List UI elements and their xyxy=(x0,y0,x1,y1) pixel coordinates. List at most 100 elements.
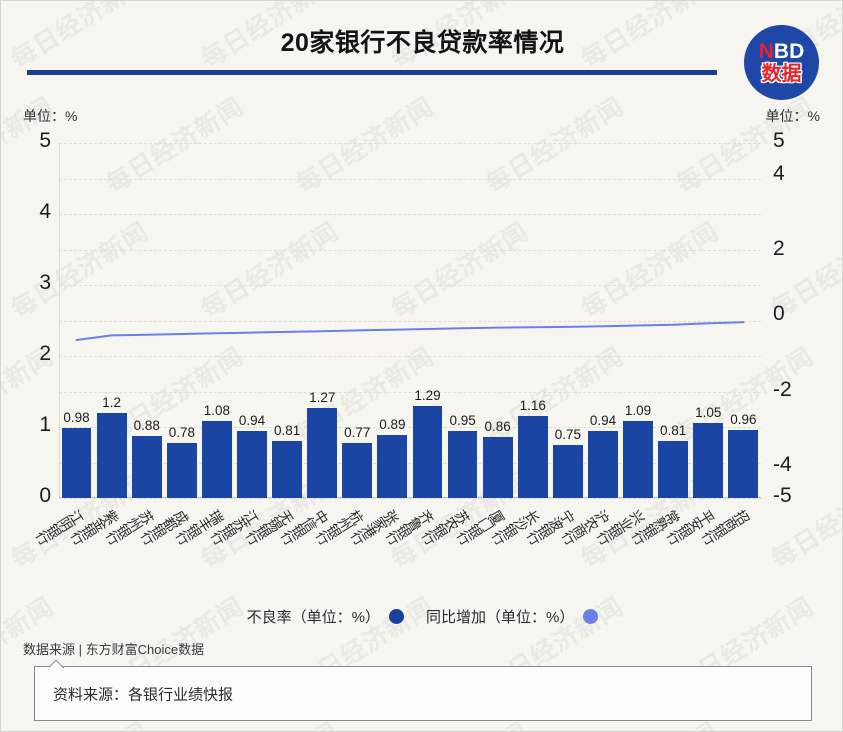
bar-column[interactable]: 0.81 xyxy=(656,143,691,498)
bar-column[interactable]: 0.78 xyxy=(164,143,199,498)
bar-value-label: 0.95 xyxy=(449,412,476,428)
y-axis-right: 5 4 2 0 -2 -4 -5 xyxy=(773,129,813,507)
bar-rect[interactable] xyxy=(377,434,408,498)
y-tick-left: 0 xyxy=(39,484,51,507)
data-source-text: 数据来源 | 东方财富Choice数据 xyxy=(23,642,205,657)
y-tick-right: 4 xyxy=(773,162,785,185)
bar-column[interactable]: 0.88 xyxy=(129,143,164,498)
legend-item-bar-series[interactable]: 不良率（单位：%） xyxy=(247,606,404,627)
bar-column[interactable]: 0.86 xyxy=(480,143,515,498)
bar-rect[interactable] xyxy=(166,442,197,498)
y-tick-right: -2 xyxy=(773,377,792,401)
bar-column[interactable]: 0.94 xyxy=(585,143,620,498)
bar-column[interactable]: 1.2 xyxy=(94,143,129,498)
gridline xyxy=(59,356,761,357)
bar-column[interactable]: 0.98 xyxy=(59,143,94,498)
gridlines xyxy=(59,143,761,499)
x-axis-tick: 成都银行 xyxy=(139,501,199,596)
bar-column[interactable]: 1.08 xyxy=(199,143,234,498)
gridline xyxy=(59,214,761,215)
gridline xyxy=(59,462,761,464)
y-axis-left: 5 4 3 2 1 0 xyxy=(11,129,51,507)
bar-rect[interactable] xyxy=(693,423,724,498)
bar-value-label: 0.88 xyxy=(133,417,160,433)
bar-rect[interactable] xyxy=(517,415,548,498)
plot-left-border xyxy=(59,143,60,498)
bar-value-label: 1.05 xyxy=(695,405,722,421)
bar-value-label: 0.86 xyxy=(484,418,511,434)
bar-series-group: 0.98 1.2 0.88 0.78 1.08 0.94 0.81 1.27 0.77 0.89 1… xyxy=(59,143,761,498)
gridline xyxy=(59,391,761,393)
y-tick-right: -5 xyxy=(773,484,792,507)
x-axis-tick: 苏州银行 xyxy=(104,501,164,596)
bar-value-label: 1.09 xyxy=(624,402,652,418)
bar-column[interactable]: 0.77 xyxy=(340,143,375,498)
bar-rect[interactable] xyxy=(658,440,689,498)
bar-column[interactable]: 0.95 xyxy=(445,143,480,498)
plot-baseline xyxy=(59,497,761,498)
bar-column[interactable]: 0.89 xyxy=(375,143,410,498)
legend-label: 同比增加（单位：%） xyxy=(426,609,575,626)
bar-rect[interactable] xyxy=(588,431,618,498)
bar-value-label: 0.94 xyxy=(238,413,266,429)
bar-rect[interactable] xyxy=(237,431,267,498)
bar-value-label: 0.94 xyxy=(589,413,617,429)
bar-column[interactable]: 1.27 xyxy=(305,143,340,498)
y-tick-left: 1 xyxy=(39,413,51,436)
bar-column[interactable]: 0.96 xyxy=(726,143,761,498)
legend-item-line-series[interactable]: 同比增加（单位：%） xyxy=(426,606,599,627)
bar-rect[interactable] xyxy=(307,407,338,498)
bar-value-label: 0.75 xyxy=(554,426,581,442)
plot-area: 0.98 1.2 0.88 0.78 1.08 0.94 0.81 1.27 0.77 0.89 1… xyxy=(59,143,761,499)
y-tick-left: 3 xyxy=(39,271,51,294)
y-tick-right: 2 xyxy=(773,237,785,261)
x-axis-category-labels: 江阴银行 紫金银行 苏州银行 成都银行 瑞丰银行 江苏银行 无锡银行 中信银行 杭州银行 张家港行… xyxy=(34,501,761,596)
title-underline xyxy=(27,70,717,75)
bar-rect[interactable] xyxy=(623,420,653,498)
bar-value-label: 0.78 xyxy=(168,424,195,440)
gridline xyxy=(59,427,761,428)
legend-label: 不良率（单位：%） xyxy=(246,609,380,626)
bar-column[interactable]: 0.94 xyxy=(234,143,269,498)
bar-column[interactable]: 1.05 xyxy=(691,143,726,498)
bar-column[interactable]: 0.81 xyxy=(270,143,305,498)
unit-label-right: 单位：% xyxy=(765,108,820,124)
nbd-logo-n: N xyxy=(758,40,774,63)
bar-column[interactable]: 1.29 xyxy=(410,143,445,498)
source-tooltip-box: 资料来源：各银行业绩快报 xyxy=(34,666,812,721)
bar-value-label: 0.77 xyxy=(344,425,371,441)
bar-rect[interactable] xyxy=(482,436,513,498)
legend-color-swatch xyxy=(583,609,599,624)
bar-column[interactable]: 0.75 xyxy=(550,143,585,498)
bar-rect[interactable] xyxy=(131,435,162,498)
bar-rect[interactable] xyxy=(728,429,759,498)
gridline xyxy=(59,178,761,180)
y-tick-right: 0 xyxy=(773,302,785,326)
source-tooltip-text: 资料来源：各银行业绩快报 xyxy=(53,686,234,703)
x-axis-tick: 苏农银行 xyxy=(420,501,480,596)
gridline xyxy=(59,285,761,286)
bar-rect[interactable] xyxy=(447,430,478,498)
y-tick-right: 5 xyxy=(773,129,785,152)
x-axis-tick: 长沙银行 xyxy=(490,501,550,596)
unit-label-left: 单位：% xyxy=(23,108,78,124)
x-axis-tick: 江阴银行 xyxy=(34,501,94,596)
nbd-logo-top: NBD xyxy=(759,41,805,62)
bar-value-label: 1.2 xyxy=(102,394,122,410)
bar-rect[interactable] xyxy=(202,421,232,498)
bar-value-label: 0.98 xyxy=(63,410,90,426)
bar-column[interactable]: 1.09 xyxy=(621,143,656,498)
page-title: 20家银行不良贷款率情况 xyxy=(280,29,565,57)
bar-rect[interactable] xyxy=(96,412,127,498)
chart-legend: 不良率（单位：%） 同比增加（单位：%） xyxy=(1,606,843,627)
y-tick-left: 5 xyxy=(39,129,51,152)
bar-rect[interactable] xyxy=(61,428,92,498)
bar-value-label: 0.81 xyxy=(273,422,301,438)
tooltip-caret-icon xyxy=(49,659,65,668)
bar-column[interactable]: 1.16 xyxy=(515,143,550,498)
bar-rect[interactable] xyxy=(272,440,303,498)
bar-rect[interactable] xyxy=(552,444,583,498)
bar-value-label: 0.89 xyxy=(379,416,406,432)
bar-rect[interactable] xyxy=(342,443,373,498)
bar-rect[interactable] xyxy=(412,406,443,498)
